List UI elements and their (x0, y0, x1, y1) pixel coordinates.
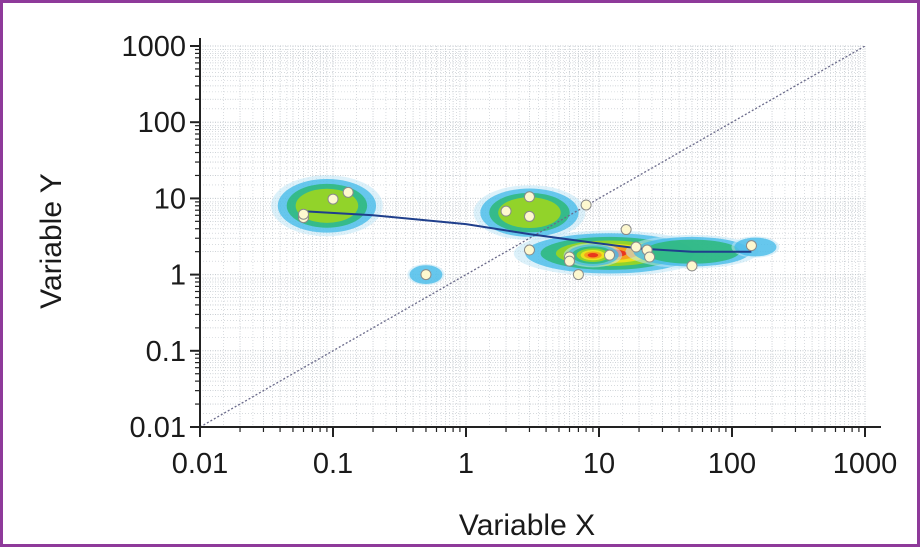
x-tick-label: 100 (708, 448, 756, 480)
y-tick-label: 0.01 (130, 412, 186, 444)
trend-line (303, 210, 752, 253)
data-point (686, 260, 698, 272)
x-axis-title: Variable X (459, 509, 595, 542)
data-point (745, 240, 757, 252)
axes (190, 38, 881, 437)
data-point (523, 210, 535, 222)
data-point (630, 241, 642, 253)
x-tick-label: 0.1 (313, 448, 353, 480)
data-point (604, 249, 616, 261)
data-point (342, 186, 354, 198)
x-tick-label: 0.01 (172, 448, 228, 480)
y-tick-label: 1 (170, 260, 186, 292)
scatter-density-chart: 0.01 0.1 1 10 100 1000 0.01 0.1 1 10 100 1000 Varia… (35, 31, 897, 542)
x-tick-label: 1 (458, 448, 474, 480)
data-point (523, 244, 535, 256)
data-point (572, 269, 584, 281)
y-tick-label: 0.1 (146, 336, 186, 368)
y-tick-label: 1000 (121, 31, 186, 63)
data-point (420, 269, 432, 281)
x-tick-label: 10 (583, 448, 615, 480)
data-point (523, 191, 535, 203)
data-point (644, 251, 656, 263)
lines (200, 46, 865, 427)
data-point (580, 199, 592, 211)
y-tick-label: 100 (138, 107, 186, 139)
y-tick-label: 10 (154, 183, 186, 215)
data-point (297, 208, 309, 220)
data-point (563, 255, 575, 267)
x-tick-label: 1000 (833, 448, 898, 480)
data-point (500, 205, 512, 217)
data-point (327, 193, 339, 205)
data-points (297, 186, 757, 281)
density-blob (587, 252, 599, 258)
y-axis-title: Variable Y (35, 173, 68, 309)
data-point (620, 224, 632, 236)
tick-labels: 0.01 0.1 1 10 100 1000 0.01 0.1 1 10 100 1000 (121, 31, 897, 480)
